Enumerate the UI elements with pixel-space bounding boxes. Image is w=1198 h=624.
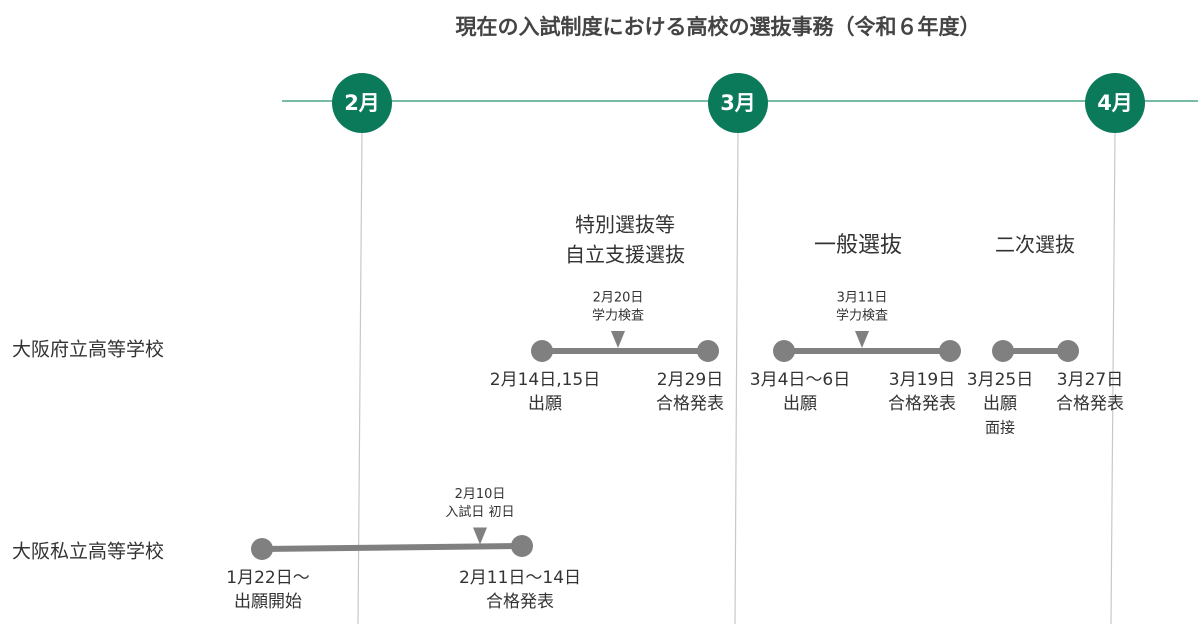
month-label: 4月 — [1097, 91, 1133, 115]
end-label: 2月29日 — [657, 370, 723, 390]
start-label: 出願 — [528, 394, 562, 414]
end-label: 合格発表 — [888, 394, 956, 414]
check-marker — [611, 331, 625, 348]
check-label: 2月20日 — [593, 291, 644, 306]
month-badge — [708, 73, 768, 133]
start-label: 3月4日～6日 — [750, 370, 850, 390]
start-label: 出願 — [783, 394, 817, 414]
title: 現在の入試制度における高校の選抜事務（令和６年度） — [456, 15, 981, 39]
period-bar — [261, 543, 523, 552]
check-label: 入試日 初日 — [445, 504, 514, 520]
row-label: 大阪私立高等学校 — [12, 541, 164, 563]
start-label: 1月22日～ — [226, 568, 309, 588]
month-line — [357, 129, 363, 624]
phase-name: 特別選抜等 — [575, 213, 675, 237]
start-label: 3月25日 — [967, 370, 1033, 390]
row-label: 大阪府立高等学校 — [12, 339, 164, 361]
end-dot — [697, 340, 719, 362]
end-label: 合格発表 — [1056, 394, 1124, 414]
month-label: 3月 — [720, 91, 756, 115]
month-badge — [1085, 73, 1145, 133]
start-label: 面接 — [985, 419, 1015, 437]
start-dot — [773, 340, 795, 362]
start-dot — [531, 340, 553, 362]
end-label: 2月11日～14日 — [459, 568, 581, 588]
end-dot — [939, 340, 961, 362]
check-label: 学力検査 — [836, 308, 888, 324]
month-badge — [332, 73, 392, 133]
check-label: 3月11日 — [837, 291, 888, 306]
phase-name: 一般選抜 — [814, 233, 902, 258]
start-label: 出願 — [983, 394, 1017, 414]
end-dot — [511, 535, 533, 557]
start-label: 出願開始 — [234, 592, 302, 612]
check-label: 学力検査 — [592, 308, 644, 324]
start-dot — [251, 538, 273, 560]
end-label: 合格発表 — [656, 394, 724, 414]
end-label: 3月27日 — [1057, 370, 1123, 390]
check-marker — [473, 527, 487, 545]
month-line — [734, 129, 739, 624]
phase-name: 二次選抜 — [995, 233, 1075, 257]
month-line — [1110, 129, 1116, 624]
end-label: 合格発表 — [486, 592, 554, 612]
start-label: 2月14日,15日 — [490, 370, 600, 390]
phase-name: 自立支援選抜 — [565, 243, 685, 267]
month-label: 2月 — [344, 91, 380, 115]
end-dot — [1057, 340, 1079, 362]
check-marker — [855, 331, 869, 348]
end-label: 3月19日 — [889, 370, 955, 390]
start-dot — [992, 340, 1014, 362]
check-label: 2月10日 — [455, 487, 506, 502]
